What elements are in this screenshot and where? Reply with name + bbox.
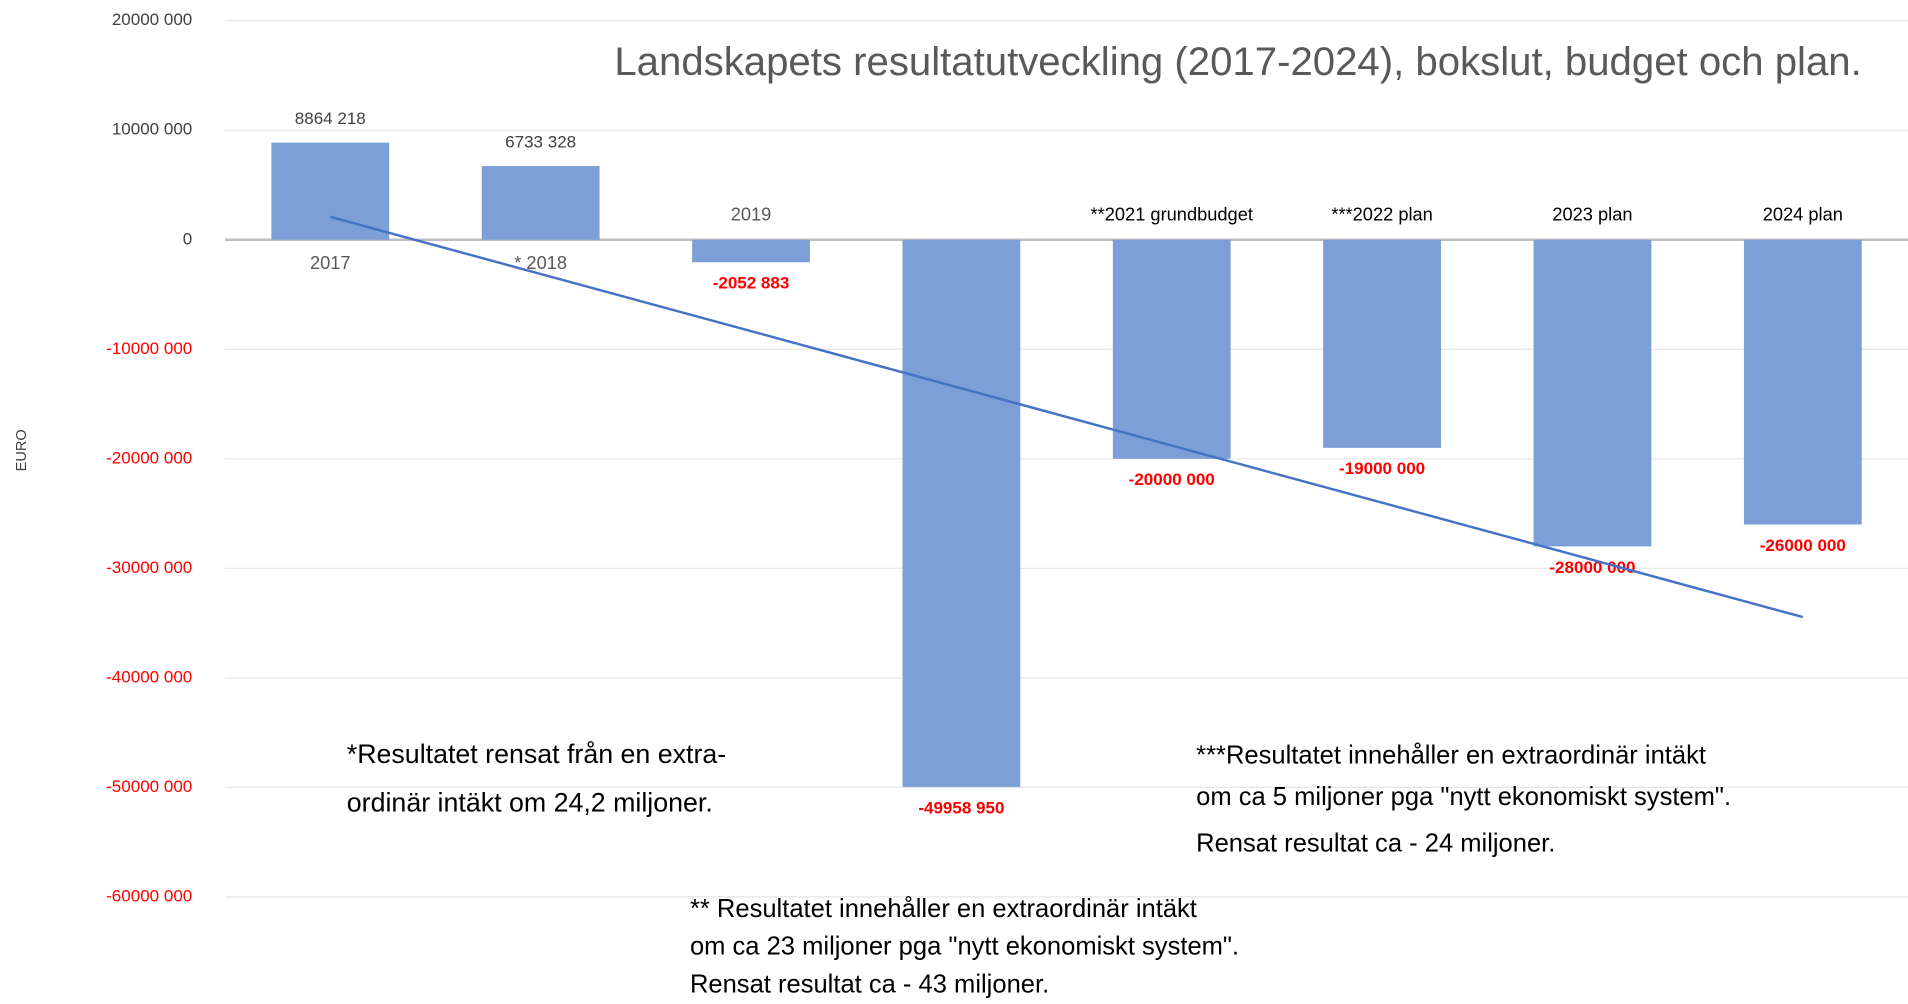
annotation: Rensat resultat ca - 24 miljoner.: [1196, 829, 1555, 857]
x-tick-label: ***2022 plan: [1331, 203, 1432, 224]
bar: [692, 239, 810, 263]
x-tick-label: 2024 plan: [1763, 203, 1843, 224]
annotation: *Resultatet rensat från en extra-: [347, 739, 726, 769]
value-label: -19000 000: [1339, 459, 1425, 478]
x-tick-label: 2023 plan: [1552, 203, 1632, 224]
x-tick-label: * 2018: [514, 252, 567, 273]
trend-line: [329, 215, 1804, 619]
value-label: -26000 000: [1760, 536, 1846, 555]
value-label: 8864 218: [295, 109, 366, 128]
y-axis-label: EURO: [14, 429, 30, 471]
y-tick-label: 0: [183, 229, 192, 248]
annotation: Rensat resultat ca - 43 miljoner.: [690, 970, 1049, 998]
x-tick-label: 2017: [310, 252, 351, 273]
bar: [1112, 239, 1231, 459]
y-tick-label: -30000 000: [106, 558, 192, 577]
bar: [1533, 239, 1652, 547]
x-tick-label: 2019: [731, 203, 772, 224]
annotation: om ca 5 miljoner pga "nytt ekonomiskt sy…: [1196, 783, 1731, 811]
y-tick-label: -20000 000: [106, 448, 192, 467]
annotation: ** Resultatet innehåller en extraordinär…: [690, 895, 1197, 923]
y-tick-label: -10000 000: [106, 339, 192, 358]
bar: [271, 142, 390, 240]
bar: [902, 239, 1021, 787]
annotation: om ca 23 miljoner pga "nytt ekonomiskt s…: [690, 933, 1239, 961]
y-tick-label: -40000 000: [106, 667, 192, 686]
y-tick-label: 10000 000: [112, 120, 192, 139]
y-tick-label: 20000 000: [112, 10, 192, 29]
value-label: -20000 000: [1129, 470, 1215, 489]
bar: [481, 166, 600, 240]
y-tick-label: -60000 000: [106, 886, 192, 905]
annotation: ordinär intäkt om 24,2 miljoner.: [347, 787, 713, 817]
value-label: 6733 328: [505, 132, 576, 151]
x-tick-label: **2021 grundbudget: [1091, 203, 1253, 224]
annotation: ***Resultatet innehåller en extraordinär…: [1196, 742, 1706, 770]
value-label: -28000 000: [1549, 558, 1635, 577]
value-label: -49958 950: [918, 798, 1004, 817]
value-label: -2052 883: [713, 274, 790, 293]
y-tick-label: -50000 000: [106, 777, 192, 796]
bar: [1323, 239, 1441, 448]
bar: [1743, 239, 1862, 525]
chart-title: Landskapets resultatutveckling (2017-202…: [614, 39, 1861, 84]
